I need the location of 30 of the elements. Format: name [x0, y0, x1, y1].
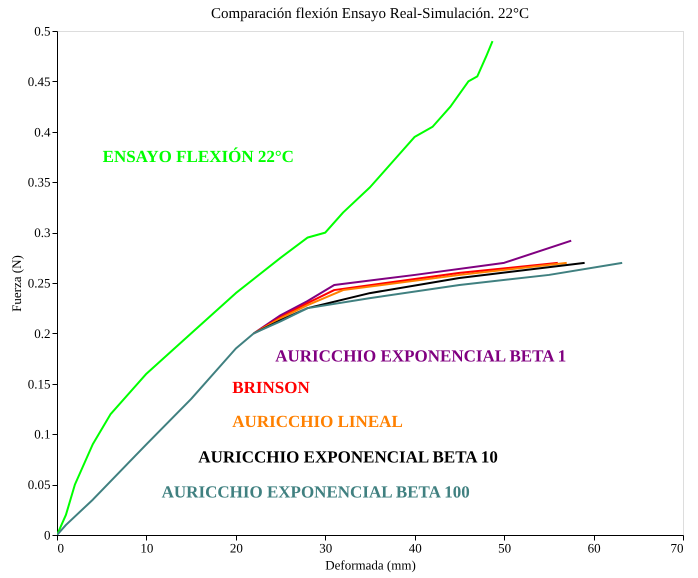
x-tick-label: 30: [319, 540, 332, 556]
text: ENSAYO FLEXIÓN 22°C: [102, 147, 294, 166]
series-label: AURICCHIO EXPONENCIAL BETA 1: [275, 346, 566, 366]
chart-title: Comparación flexión Ensayo Real-Simulación. 22°C: [210, 6, 530, 22]
x-tick-label: 0: [58, 540, 64, 556]
y-tick-label: 0.35: [28, 174, 50, 190]
y-tick-label: 0.05: [28, 477, 50, 492]
y-tick-label: 0.15: [28, 376, 50, 392]
x-tick-label: 10: [140, 540, 154, 556]
y-tick-label: 0: [44, 528, 50, 542]
x-tick-label: 70: [670, 540, 684, 556]
y-tick-label: 0.3: [34, 225, 50, 240]
x-tick-label: 20: [230, 540, 243, 556]
x-axis-title: Deformada (mm): [325, 558, 416, 572]
x-tick-label: 40: [408, 540, 422, 556]
y-tick-label: 0.25: [28, 276, 50, 290]
y-tick-label: 0.4: [34, 124, 51, 140]
y-axis-title: Fuerza (N): [8, 255, 24, 312]
y-tick-label: 0.45: [28, 74, 50, 89]
x-tick-label: 50: [498, 540, 512, 556]
y-tick-label: 0.1: [34, 426, 50, 442]
text: BRINSON: [232, 378, 310, 397]
line-series: [252, 240, 572, 334]
text: AURICCHIO EXPONENCIAL BETA 10: [198, 447, 498, 466]
text: AURICCHIO EXPONENCIAL BETA 100: [162, 482, 470, 502]
text: AURICCHIO LINEAL: [232, 412, 403, 432]
x-tick-label: 60: [588, 540, 601, 556]
y-tick-label: 0.2: [34, 326, 50, 341]
line-series: [57, 262, 624, 535]
y-tick-label: 0.5: [34, 24, 50, 38]
